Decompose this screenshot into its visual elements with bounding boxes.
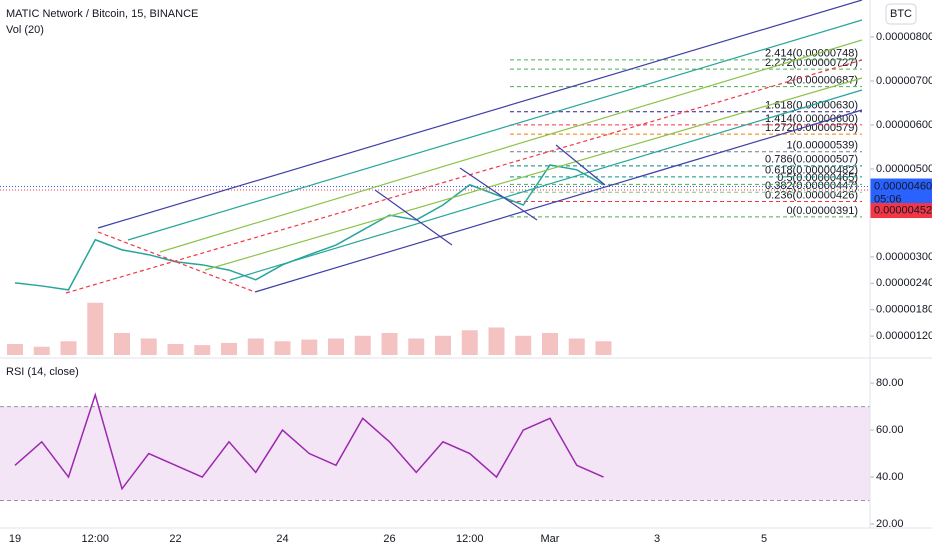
volume-bar (461, 330, 478, 355)
volume-bar (515, 335, 532, 355)
y-tick-label: 0.00000180 (876, 304, 932, 316)
volume-bar (328, 338, 344, 355)
volume-bar (221, 342, 237, 355)
trend-line (555, 144, 606, 186)
volume-bar (381, 333, 398, 355)
chart-title: MATIC Network / Bitcoin, 15, BINANCE (6, 8, 198, 20)
prev-close-label: 0.00000452 (874, 204, 932, 216)
rsi-title: RSI (14, close) (6, 366, 79, 378)
volume-bar (542, 333, 558, 355)
current-price-label: 0.00000460 (874, 180, 932, 192)
y-tick-label: 80.00 (876, 377, 904, 389)
fib-label: 0(0.00000391) (786, 205, 858, 217)
y-tick-label: 20.00 (876, 518, 904, 530)
volume-bar (435, 335, 451, 355)
volume-bar (301, 339, 318, 355)
rsi-band (0, 406, 870, 501)
volume-bar (140, 338, 157, 355)
pitchfork-line (127, 19, 863, 241)
x-tick-label: 3 (654, 533, 660, 545)
pitchfork-line (229, 89, 863, 281)
volume-label: Vol (20) (6, 24, 44, 36)
fib-label: 0.618(0.00000482) (765, 165, 858, 177)
volume-bar (568, 338, 585, 355)
x-tick-label: 26 (383, 533, 395, 545)
volume-bar (60, 341, 77, 355)
volume-bar (408, 338, 425, 355)
current-price-badge (870, 178, 932, 207)
pitchfork-upper (97, 0, 863, 229)
volume-bar (87, 302, 104, 355)
trend-line (374, 189, 453, 246)
countdown-label: 05:06 (874, 193, 902, 205)
volume-bar (595, 341, 612, 355)
currency-button-label[interactable]: BTC (890, 8, 912, 20)
currency-button[interactable] (885, 3, 917, 25)
fib-label: 2(0.00000687) (786, 75, 858, 87)
drawings (65, 0, 863, 294)
y-tick-label: 0.00000500 (876, 163, 932, 175)
y-tick-label: 0.00000120 (876, 330, 932, 342)
y-tick-label: 40.00 (876, 471, 904, 483)
trend-line (459, 167, 538, 221)
x-tick-label: 12:00 (456, 533, 484, 545)
pitchfork-lower (254, 109, 863, 293)
y-tick-label: 0.00000300 (876, 251, 932, 263)
volume-bar (247, 338, 264, 355)
pitchfork-line (204, 77, 863, 271)
y-tick-label: 60.00 (876, 424, 904, 436)
volume-bar (7, 344, 23, 355)
x-tick-label: 22 (169, 533, 181, 545)
fib-label: 0.786(0.00000507) (765, 154, 858, 166)
y-tick-label: 0.00000240 (876, 277, 932, 289)
x-tick-label: 19 (9, 533, 21, 545)
x-tick-label: Mar (541, 533, 560, 545)
volume-bar (194, 345, 211, 355)
volume-bar (167, 344, 184, 355)
prev-close-badge (870, 203, 932, 219)
pitchfork-line (159, 39, 863, 253)
y-tick-label: 0.00000800 (876, 31, 932, 43)
volume-bar (114, 333, 130, 355)
volume-bar (488, 327, 505, 355)
fib-label: 1.414(0.00000600) (765, 113, 858, 125)
fib-label: 2.414(0.00000748) (765, 48, 858, 60)
volume-bar (354, 335, 371, 355)
volume-bar (274, 341, 291, 355)
fib-label: 1(0.00000539) (786, 140, 858, 152)
x-tick-label: 24 (276, 533, 288, 545)
volume-bar (33, 346, 50, 355)
pitchfork-handle (97, 231, 256, 293)
fib-label: 0.382(0.00000447) (765, 180, 858, 192)
y-tick-label: 0.00000700 (876, 75, 932, 87)
pitchfork-median (65, 59, 863, 294)
x-tick-label: 12:00 (81, 533, 109, 545)
fib-label: 0.5(0.00000465) (777, 172, 858, 184)
x-tick-label: 5 (761, 533, 767, 545)
y-tick-label: 0.00000600 (876, 119, 932, 131)
price-line (14, 392, 604, 491)
